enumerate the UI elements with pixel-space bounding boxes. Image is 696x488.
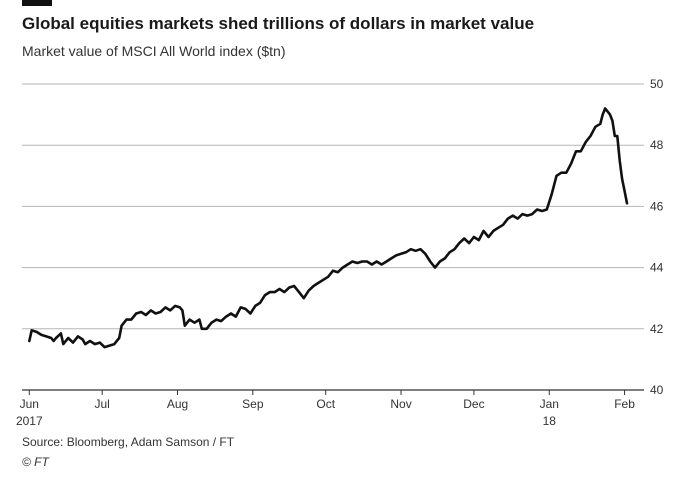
line-chart: 40 42 44 46 48 50 Jun 2017 Jul Aug Sep Oct Nov Dec Ja… <box>16 77 664 428</box>
x-tick-label-nov: Nov <box>390 397 411 411</box>
x-tick-label-aug: Aug <box>167 397 188 411</box>
brand-accent-bar <box>22 0 52 6</box>
x-tick-label-jun: Jun <box>20 397 39 411</box>
x-tick-label-oct: Oct <box>316 397 335 411</box>
x-axis-ticks: Jun 2017 Jul Aug Sep Oct Nov Dec Jan 18 Feb <box>16 390 635 428</box>
y-axis-ticks: 40 42 44 46 48 50 <box>650 77 664 397</box>
x-tick-label-jan: Jan <box>540 397 559 411</box>
source-note: Source: Bloomberg, Adam Samson / FT <box>22 435 235 449</box>
x-tick-label-jul: Jul <box>95 397 110 411</box>
x-tick-label-feb: Feb <box>614 397 635 411</box>
x-tick-label-dec: Dec <box>463 397 484 411</box>
series-layer <box>28 107 629 349</box>
x-tick-sublabel-jun: 2017 <box>16 414 43 428</box>
chart-subtitle: Market value of MSCI All World index ($t… <box>22 43 286 59</box>
series-line-0 <box>28 107 629 349</box>
y-tick-label-42: 42 <box>650 322 664 336</box>
copyright-note: © FT <box>22 455 49 469</box>
y-tick-label-40: 40 <box>650 383 664 397</box>
chart-title: Global equities markets shed trillions o… <box>22 14 535 33</box>
y-tick-label-46: 46 <box>650 199 664 213</box>
x-tick-label-sep: Sep <box>242 397 264 411</box>
y-tick-label-44: 44 <box>650 261 664 275</box>
y-tick-label-50: 50 <box>650 77 664 91</box>
gridlines <box>22 83 644 391</box>
x-tick-sublabel-jan: 18 <box>543 414 557 428</box>
y-tick-label-48: 48 <box>650 138 664 152</box>
